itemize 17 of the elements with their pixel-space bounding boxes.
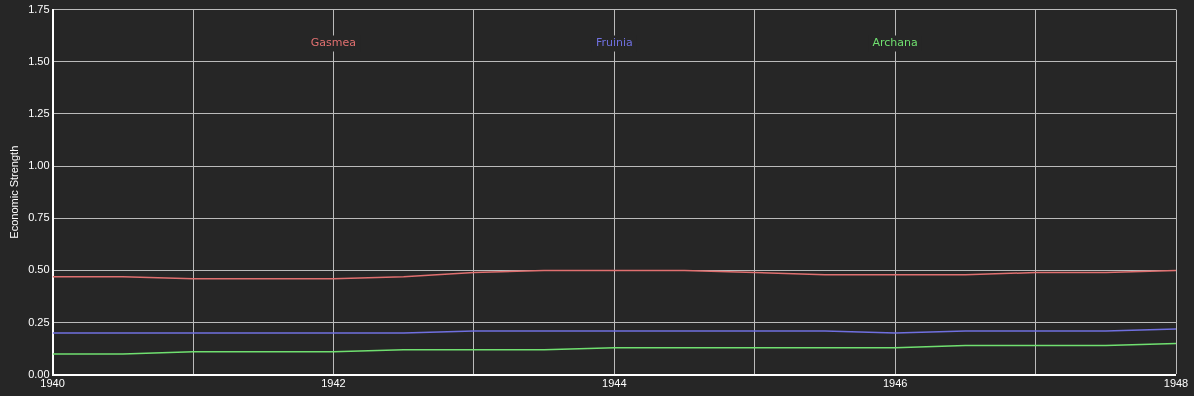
x-tick-label: 1946 bbox=[882, 377, 908, 390]
y-tick-label: 1.25 bbox=[28, 106, 50, 119]
y-tick-label: 1.75 bbox=[28, 2, 50, 15]
y-tick-label: 0.00 bbox=[28, 367, 50, 380]
y-tick-label: 0.50 bbox=[28, 263, 50, 276]
y-axis-title: Economic Strength bbox=[7, 145, 20, 239]
y-tick-label: 1.50 bbox=[28, 54, 50, 67]
x-tick-label: 1940 bbox=[40, 377, 65, 390]
x-tick-label: 1942 bbox=[321, 377, 346, 390]
text: Gasmea bbox=[310, 36, 357, 50]
text: Archana bbox=[872, 36, 918, 50]
y-tick-label: 1.00 bbox=[28, 159, 50, 172]
y-tick-label: 0.75 bbox=[28, 211, 50, 224]
x-tick-label: 1948 bbox=[1163, 377, 1189, 390]
text: Fruinia bbox=[595, 36, 633, 50]
y-tick-label: 0.25 bbox=[28, 315, 50, 328]
x-tick-label: 1944 bbox=[602, 377, 627, 390]
